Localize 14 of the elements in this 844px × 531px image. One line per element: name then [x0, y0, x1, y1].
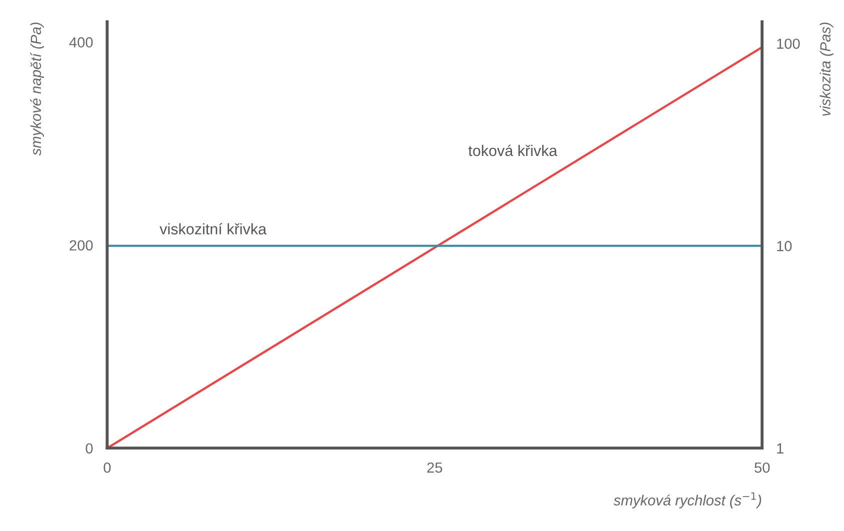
y2-axis-title: viskozita (Pas)	[820, 22, 834, 116]
y-tick-label: 200	[70, 240, 93, 251]
x-tick-label: 25	[427, 462, 442, 473]
series-label: viskozitní křivka	[160, 223, 267, 234]
y2-tick-label: 10	[777, 240, 792, 252]
x-tick-label: 50	[754, 462, 770, 473]
y-axis-title: smykové napětí (Pa)	[30, 22, 44, 156]
y2-tick-label: 100	[777, 38, 800, 49]
y-tick-label: 400	[69, 37, 93, 48]
x-axis-title: smyková rychlost (s$^{−1}$)	[614, 492, 762, 508]
x-tick-label: 0	[104, 462, 111, 473]
series-label: toková křivka	[468, 144, 558, 156]
y2-tick-label: 1	[777, 443, 784, 454]
y-tick-label: 0	[86, 443, 93, 454]
